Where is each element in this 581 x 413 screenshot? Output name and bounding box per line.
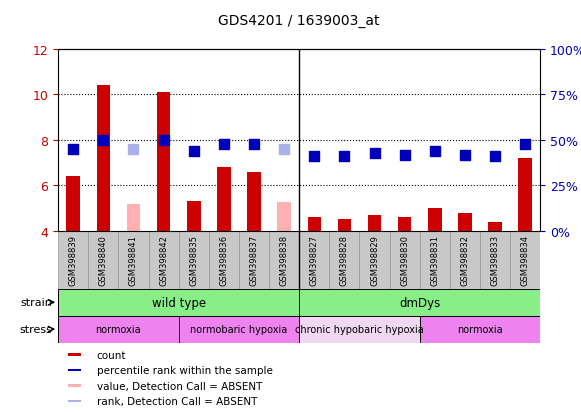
Bar: [428, 209, 442, 231]
Bar: [209, 231, 239, 289]
Bar: [179, 316, 299, 343]
Point: [159, 137, 168, 144]
Bar: [149, 231, 179, 289]
Point: [129, 146, 138, 153]
Text: GSM398839: GSM398839: [69, 234, 78, 285]
Bar: [68, 384, 81, 387]
Bar: [518, 159, 532, 231]
Point: [521, 142, 530, 148]
Text: GSM398842: GSM398842: [159, 234, 168, 285]
Bar: [450, 231, 480, 289]
Text: stress: stress: [19, 324, 52, 335]
Text: GSM398827: GSM398827: [310, 234, 319, 285]
Point: [430, 149, 439, 155]
Text: count: count: [96, 350, 126, 360]
Bar: [88, 231, 119, 289]
Text: percentile rank within the sample: percentile rank within the sample: [96, 365, 272, 375]
Point: [219, 142, 228, 148]
Text: wild type: wild type: [152, 296, 206, 309]
Bar: [329, 231, 360, 289]
Bar: [398, 218, 411, 231]
Bar: [277, 203, 291, 231]
Bar: [96, 86, 110, 231]
Bar: [420, 231, 450, 289]
Bar: [217, 168, 231, 231]
Bar: [127, 204, 140, 231]
Text: chronic hypobaric hypoxia: chronic hypobaric hypoxia: [295, 324, 424, 335]
Point: [370, 151, 379, 157]
Point: [249, 142, 259, 148]
Text: GSM398837: GSM398837: [249, 234, 259, 285]
Text: strain: strain: [20, 297, 52, 308]
Point: [460, 152, 469, 159]
Bar: [68, 353, 81, 356]
Bar: [179, 231, 209, 289]
Text: GSM398833: GSM398833: [490, 234, 500, 285]
Bar: [58, 316, 179, 343]
Text: GSM398831: GSM398831: [431, 234, 439, 285]
Text: GSM398836: GSM398836: [220, 234, 228, 285]
Point: [69, 146, 78, 153]
Text: GDS4201 / 1639003_at: GDS4201 / 1639003_at: [218, 14, 380, 28]
Bar: [360, 231, 390, 289]
Point: [189, 149, 198, 155]
Bar: [489, 222, 502, 231]
Bar: [58, 231, 88, 289]
Point: [400, 152, 410, 159]
Bar: [239, 231, 269, 289]
Bar: [510, 231, 540, 289]
Text: GSM398829: GSM398829: [370, 234, 379, 285]
Bar: [68, 400, 81, 403]
Text: normobaric hypoxia: normobaric hypoxia: [191, 324, 288, 335]
Point: [99, 137, 108, 144]
Bar: [68, 369, 81, 372]
Text: normoxia: normoxia: [457, 324, 503, 335]
Text: GSM398835: GSM398835: [189, 234, 198, 285]
Text: GSM398840: GSM398840: [99, 234, 108, 285]
Bar: [58, 289, 299, 316]
Bar: [338, 220, 351, 231]
Text: GSM398838: GSM398838: [279, 234, 289, 285]
Text: GSM398832: GSM398832: [461, 234, 469, 285]
Bar: [420, 316, 540, 343]
Point: [279, 146, 289, 153]
Bar: [368, 216, 381, 231]
Bar: [480, 231, 510, 289]
Bar: [307, 218, 321, 231]
Point: [310, 153, 319, 160]
Point: [490, 153, 500, 160]
Bar: [299, 289, 540, 316]
Bar: [269, 231, 299, 289]
Bar: [299, 231, 329, 289]
Bar: [248, 172, 261, 231]
Text: dmDys: dmDys: [399, 296, 440, 309]
Bar: [187, 202, 200, 231]
Text: value, Detection Call = ABSENT: value, Detection Call = ABSENT: [96, 381, 262, 391]
Bar: [157, 93, 170, 231]
Bar: [390, 231, 420, 289]
Text: GSM398828: GSM398828: [340, 234, 349, 285]
Bar: [119, 231, 149, 289]
Bar: [66, 177, 80, 231]
Text: GSM398834: GSM398834: [521, 234, 530, 285]
Text: normoxia: normoxia: [95, 324, 141, 335]
Point: [340, 153, 349, 160]
Text: GSM398830: GSM398830: [400, 234, 409, 285]
Text: rank, Detection Call = ABSENT: rank, Detection Call = ABSENT: [96, 396, 257, 406]
Bar: [299, 316, 420, 343]
Text: GSM398841: GSM398841: [129, 234, 138, 285]
Bar: [458, 213, 472, 231]
